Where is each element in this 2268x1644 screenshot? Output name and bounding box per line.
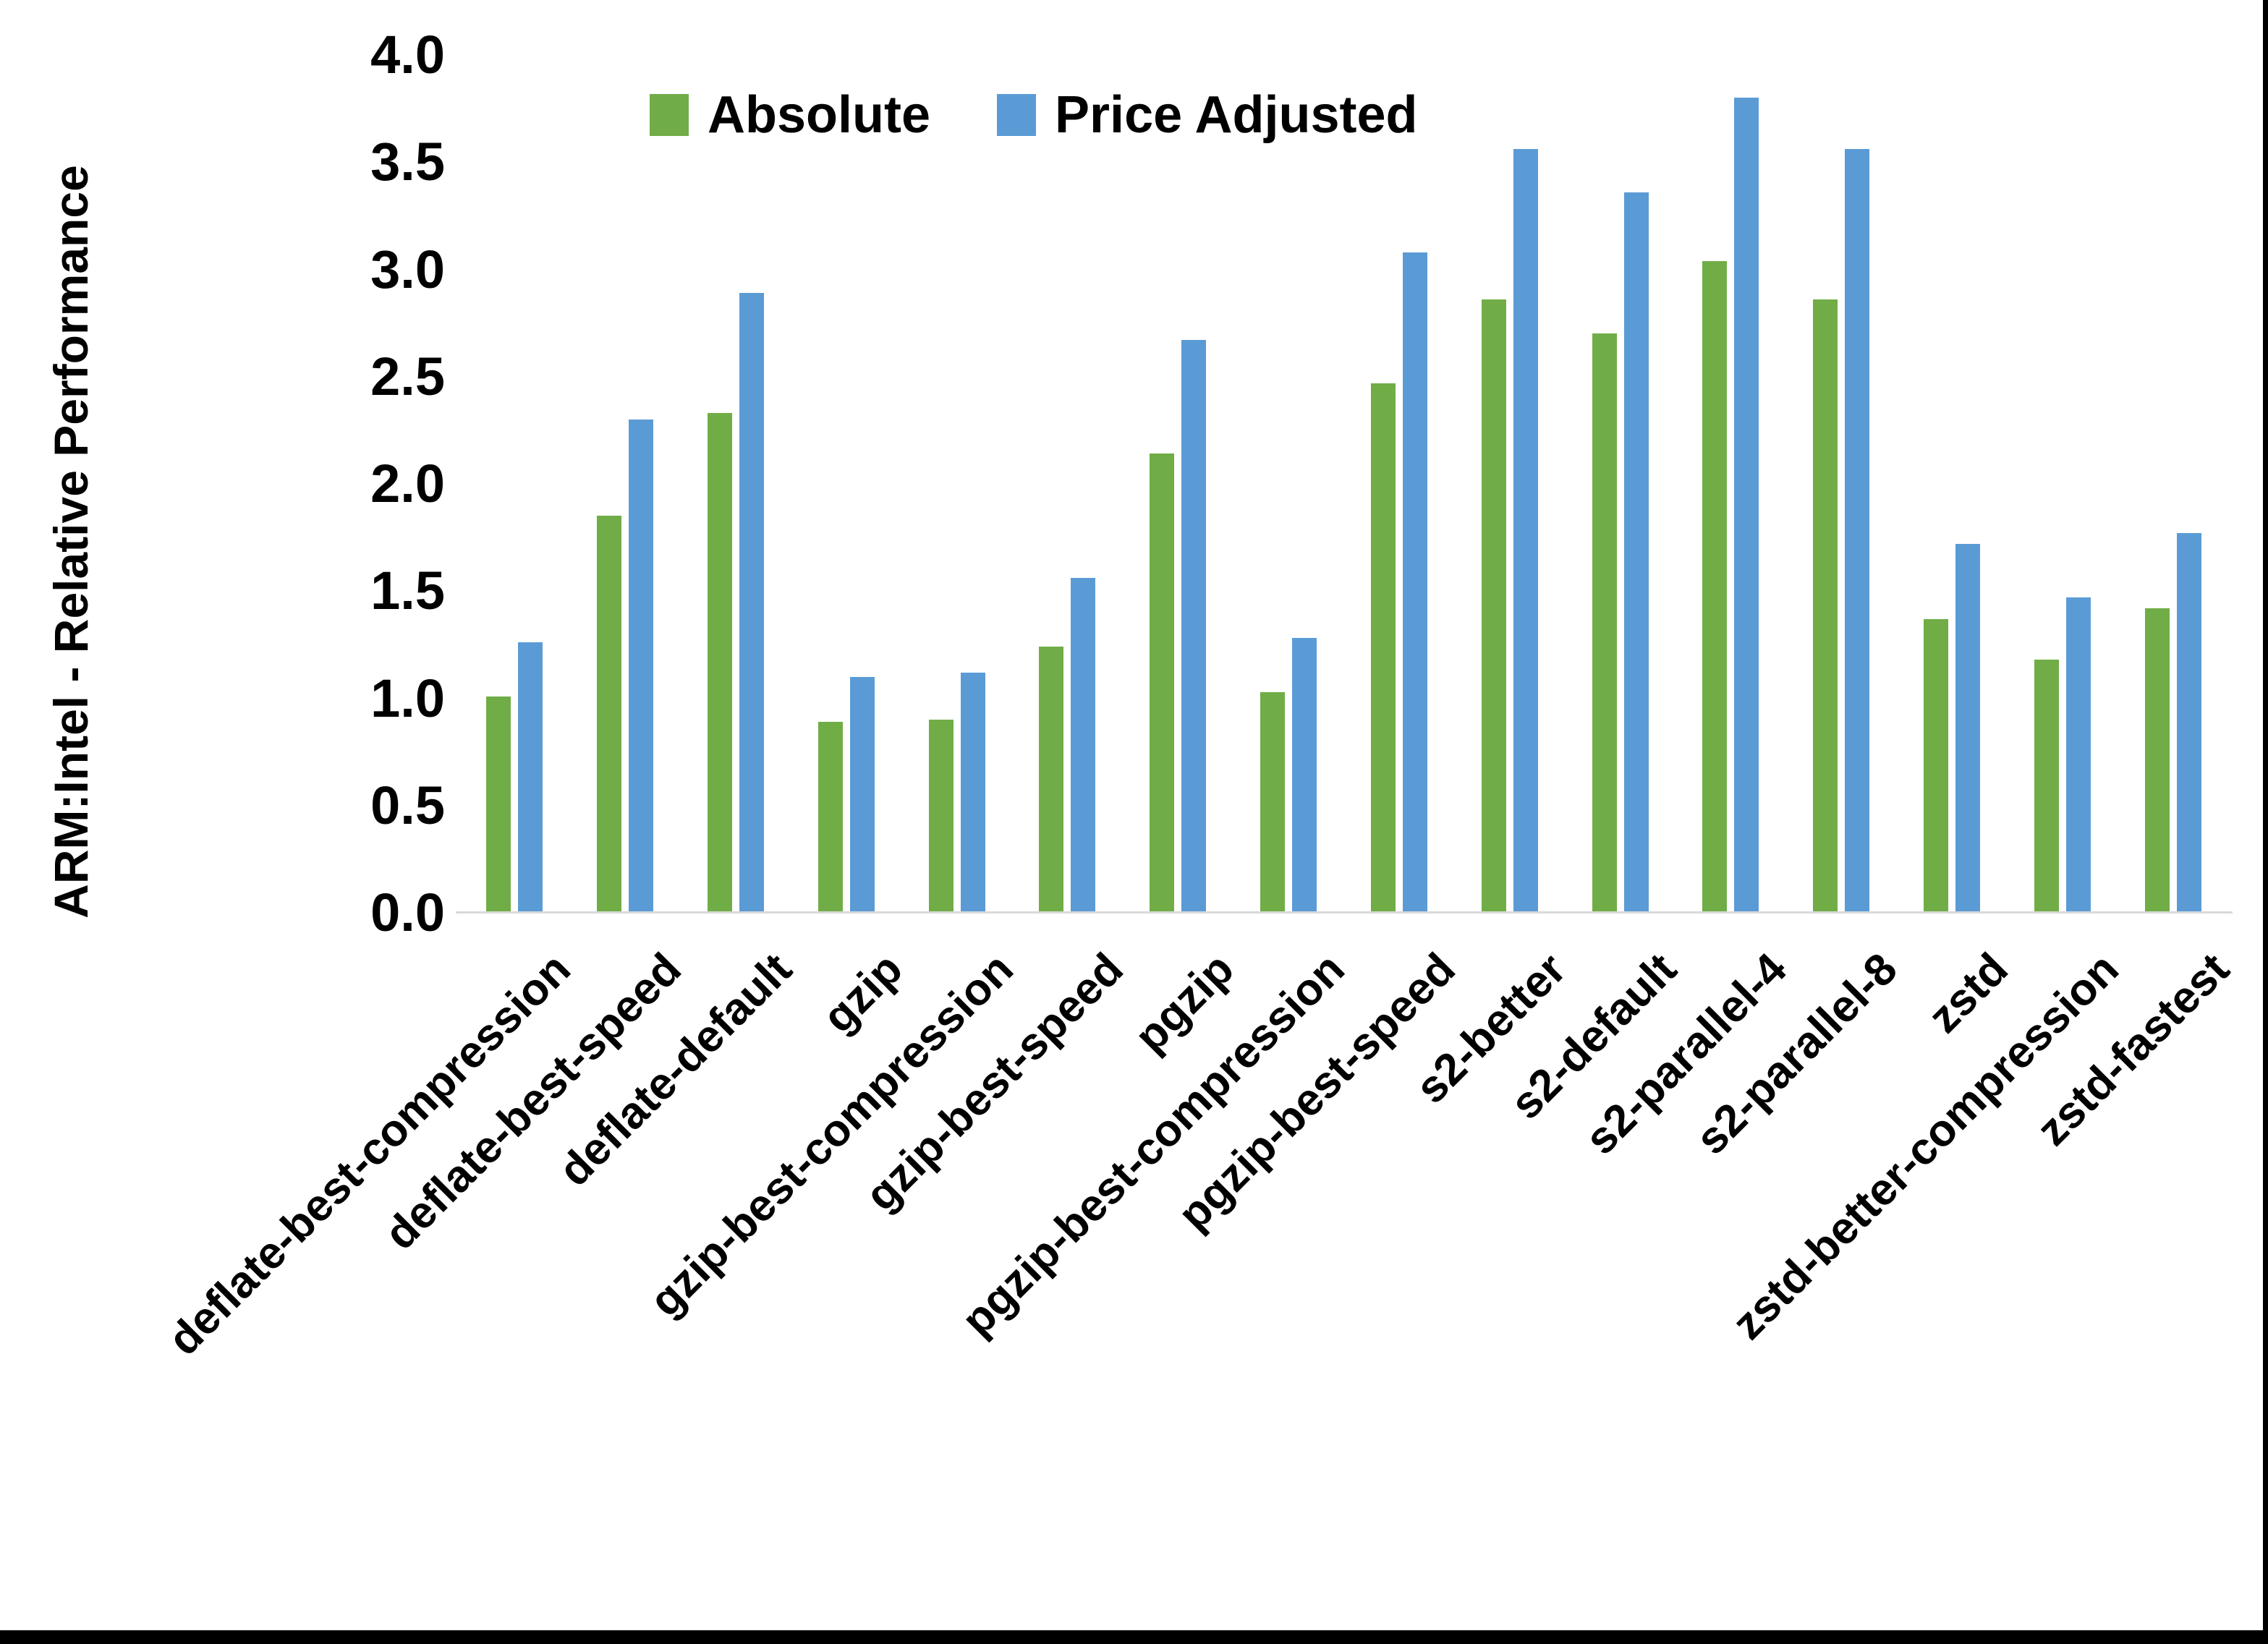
bar-gzip-price-adjusted (849, 676, 875, 913)
y-tick-label: 3.5 (370, 132, 445, 192)
bar-s2-default-absolute (1592, 333, 1617, 913)
bar-pgzip-price-adjusted (1181, 340, 1207, 913)
bar-zstd-better-compression-price-adjusted (2065, 597, 2091, 913)
y-axis-title: ARM:Intel - Relative Performance (44, 165, 98, 919)
bar-deflate-default-absolute (708, 413, 733, 913)
absolute-series-swatch-icon (650, 94, 689, 136)
bar-deflate-best-compression-absolute (486, 696, 511, 913)
bar-gzip-absolute (817, 722, 843, 913)
bar-gzip-best-speed-absolute (1039, 647, 1064, 913)
bar-s2-better-absolute (1481, 299, 1506, 913)
window-frame-right (2263, 0, 2268, 1644)
bar-deflate-default-price-adjusted (739, 293, 765, 913)
legend-label-absolute: Absolute (708, 86, 931, 144)
bar-zstd-better-compression-absolute (2034, 660, 2059, 913)
y-tick-label: 1.0 (370, 668, 445, 728)
y-tick-label: 4.0 (370, 25, 445, 85)
legend-item-absolute: Absolute (650, 84, 930, 146)
bar-s2-default-price-adjusted (1623, 192, 1649, 913)
bar-s2-parallel-8-absolute (1813, 299, 1838, 913)
bar-gzip-best-compression-price-adjusted (960, 672, 985, 913)
bar-gzip-best-compression-absolute (928, 720, 954, 913)
y-tick-label: 0.0 (370, 882, 445, 942)
bar-pgzip-best-speed-price-adjusted (1402, 252, 1427, 913)
y-tick-label: 3.0 (370, 239, 445, 299)
y-tick-label: 1.5 (370, 561, 445, 621)
bar-pgzip-best-speed-absolute (1370, 383, 1396, 913)
bar-deflate-best-speed-price-adjusted (629, 419, 654, 913)
bar-pgzip-best-compression-absolute (1260, 691, 1286, 913)
bar-s2-parallel-8-price-adjusted (1845, 149, 1870, 913)
bar-deflate-best-compression-price-adjusted (518, 642, 543, 913)
window-frame-bottom (0, 1630, 2268, 1644)
bar-s2-parallel-4-price-adjusted (1734, 98, 1759, 913)
bar-zstd-absolute (1923, 618, 1948, 913)
x-axis-line (456, 911, 2233, 913)
price-adjusted-series-swatch-icon (997, 94, 1037, 136)
legend: Absolute Price Adjusted (650, 84, 1417, 146)
bar-s2-parallel-4-absolute (1702, 260, 1728, 913)
bar-zstd-fastest-price-adjusted (2176, 533, 2201, 913)
legend-label-price-adjusted: Price Adjusted (1055, 86, 1418, 144)
bar-s2-better-price-adjusted (1513, 149, 1538, 913)
bar-gzip-best-speed-price-adjusted (1071, 578, 1096, 913)
y-tick-label: 0.5 (370, 775, 445, 835)
y-tick-label: 2.5 (370, 346, 445, 406)
bar-zstd-price-adjusted (1955, 544, 1980, 913)
bar-deflate-best-speed-absolute (597, 516, 622, 913)
legend-item-price-adjusted: Price Adjusted (997, 84, 1417, 146)
bar-zstd-fastest-absolute (2144, 608, 2170, 913)
y-tick-label: 2.0 (370, 453, 445, 514)
bar-pgzip-absolute (1150, 453, 1175, 913)
bar-pgzip-best-compression-price-adjusted (1292, 638, 1317, 913)
